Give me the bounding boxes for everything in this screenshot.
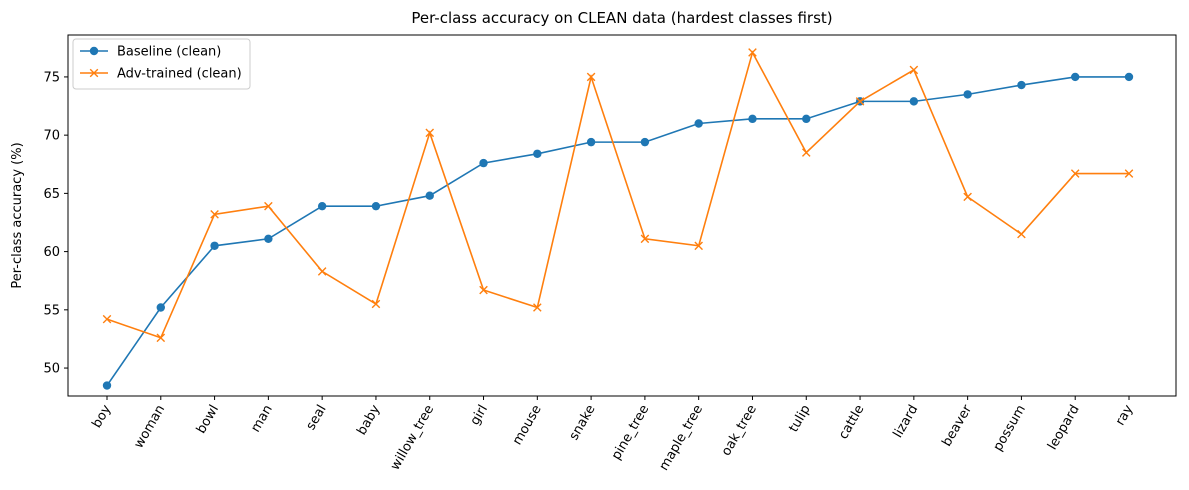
data-point [156, 333, 166, 343]
data-point [909, 65, 919, 75]
x-tick-label: oak_tree [719, 403, 760, 459]
x-tick-label: pine_tree [609, 403, 652, 463]
y-tick-label: 65 [43, 187, 60, 202]
legend-label: Adv-trained (clean) [117, 67, 242, 82]
legend-marker [89, 68, 99, 78]
y-axis: 50 55 60 65 70 75 [43, 70, 68, 377]
data-point [1124, 169, 1134, 178]
x-tick-label: woman [132, 403, 169, 452]
x-tick-label: girl [468, 403, 491, 429]
y-tick-label: 50 [43, 362, 60, 377]
series-line [106, 50, 1129, 339]
data-point [801, 148, 811, 157]
data-point [210, 241, 219, 250]
series-line [106, 76, 1129, 386]
x-axis: boy woman bowl man seal baby willow_tree girl mo… [90, 396, 1137, 473]
series-2 [102, 48, 1134, 343]
x-tick-label: possum [991, 403, 1029, 454]
data-point [963, 192, 972, 202]
data-point [909, 97, 919, 106]
data-point [210, 210, 219, 219]
x-tick-label: tulip [786, 403, 813, 435]
data-point [533, 149, 542, 158]
x-tick-label: ray [1113, 402, 1137, 428]
series-1 [102, 72, 1134, 390]
data-point [425, 128, 435, 138]
data-point [586, 137, 596, 147]
y-axis-label: Per-class accuracy (%) [10, 142, 25, 288]
x-tick-label: cattle [836, 403, 867, 442]
data-point [371, 201, 381, 211]
data-point [317, 267, 327, 276]
x-tick-label: man [248, 403, 275, 436]
x-tick-label: snake [567, 403, 599, 443]
data-point [156, 303, 165, 312]
data-point [963, 90, 972, 99]
legend: Baseline (clean) Adv-trained (clean) [72, 38, 251, 90]
data-point [264, 234, 273, 243]
data-point [1071, 72, 1080, 82]
data-point [1017, 229, 1026, 239]
data-point [1124, 72, 1134, 82]
x-tick-label: seal [303, 403, 329, 433]
x-tick-label: beaver [939, 402, 975, 449]
y-tick-label: 70 [43, 129, 60, 144]
x-tick-label: baby [354, 402, 383, 438]
legend-marker [89, 46, 99, 56]
x-tick-label: mouse [510, 403, 545, 448]
data-point [694, 119, 703, 128]
legend-box [72, 38, 251, 90]
legend-label: Baseline (clean) [117, 45, 221, 60]
data-point [640, 234, 650, 244]
x-tick-label: boy [90, 402, 115, 430]
data-point [371, 299, 381, 309]
data-point [586, 72, 596, 82]
x-tick-label: maple_tree [657, 403, 707, 474]
x-tick-label: lizard [891, 403, 922, 441]
data-point [802, 114, 811, 124]
data-point [748, 48, 757, 57]
data-point [479, 158, 488, 168]
data-point [533, 303, 542, 312]
data-point [102, 314, 112, 324]
data-point [264, 201, 273, 211]
data-point [694, 241, 703, 251]
x-tick-label: willow_tree [388, 403, 437, 473]
data-point [748, 114, 757, 124]
data-point [102, 381, 112, 390]
data-point [855, 97, 865, 106]
data-point [640, 137, 650, 147]
y-tick-label: 60 [43, 245, 60, 260]
y-tick-label: 55 [43, 303, 60, 318]
data-point [1017, 80, 1026, 90]
x-tick-label: leopard [1045, 403, 1083, 453]
x-tick-label: bowl [194, 403, 222, 437]
plot-frame [67, 34, 1177, 397]
data-point [1070, 169, 1080, 178]
series-layer [102, 48, 1134, 390]
data-point [317, 201, 327, 211]
data-point [479, 285, 488, 295]
data-point [425, 191, 434, 200]
y-tick-label: 75 [43, 70, 60, 85]
chart-title: Per-class accuracy on CLEAN data (hardes… [411, 9, 832, 27]
